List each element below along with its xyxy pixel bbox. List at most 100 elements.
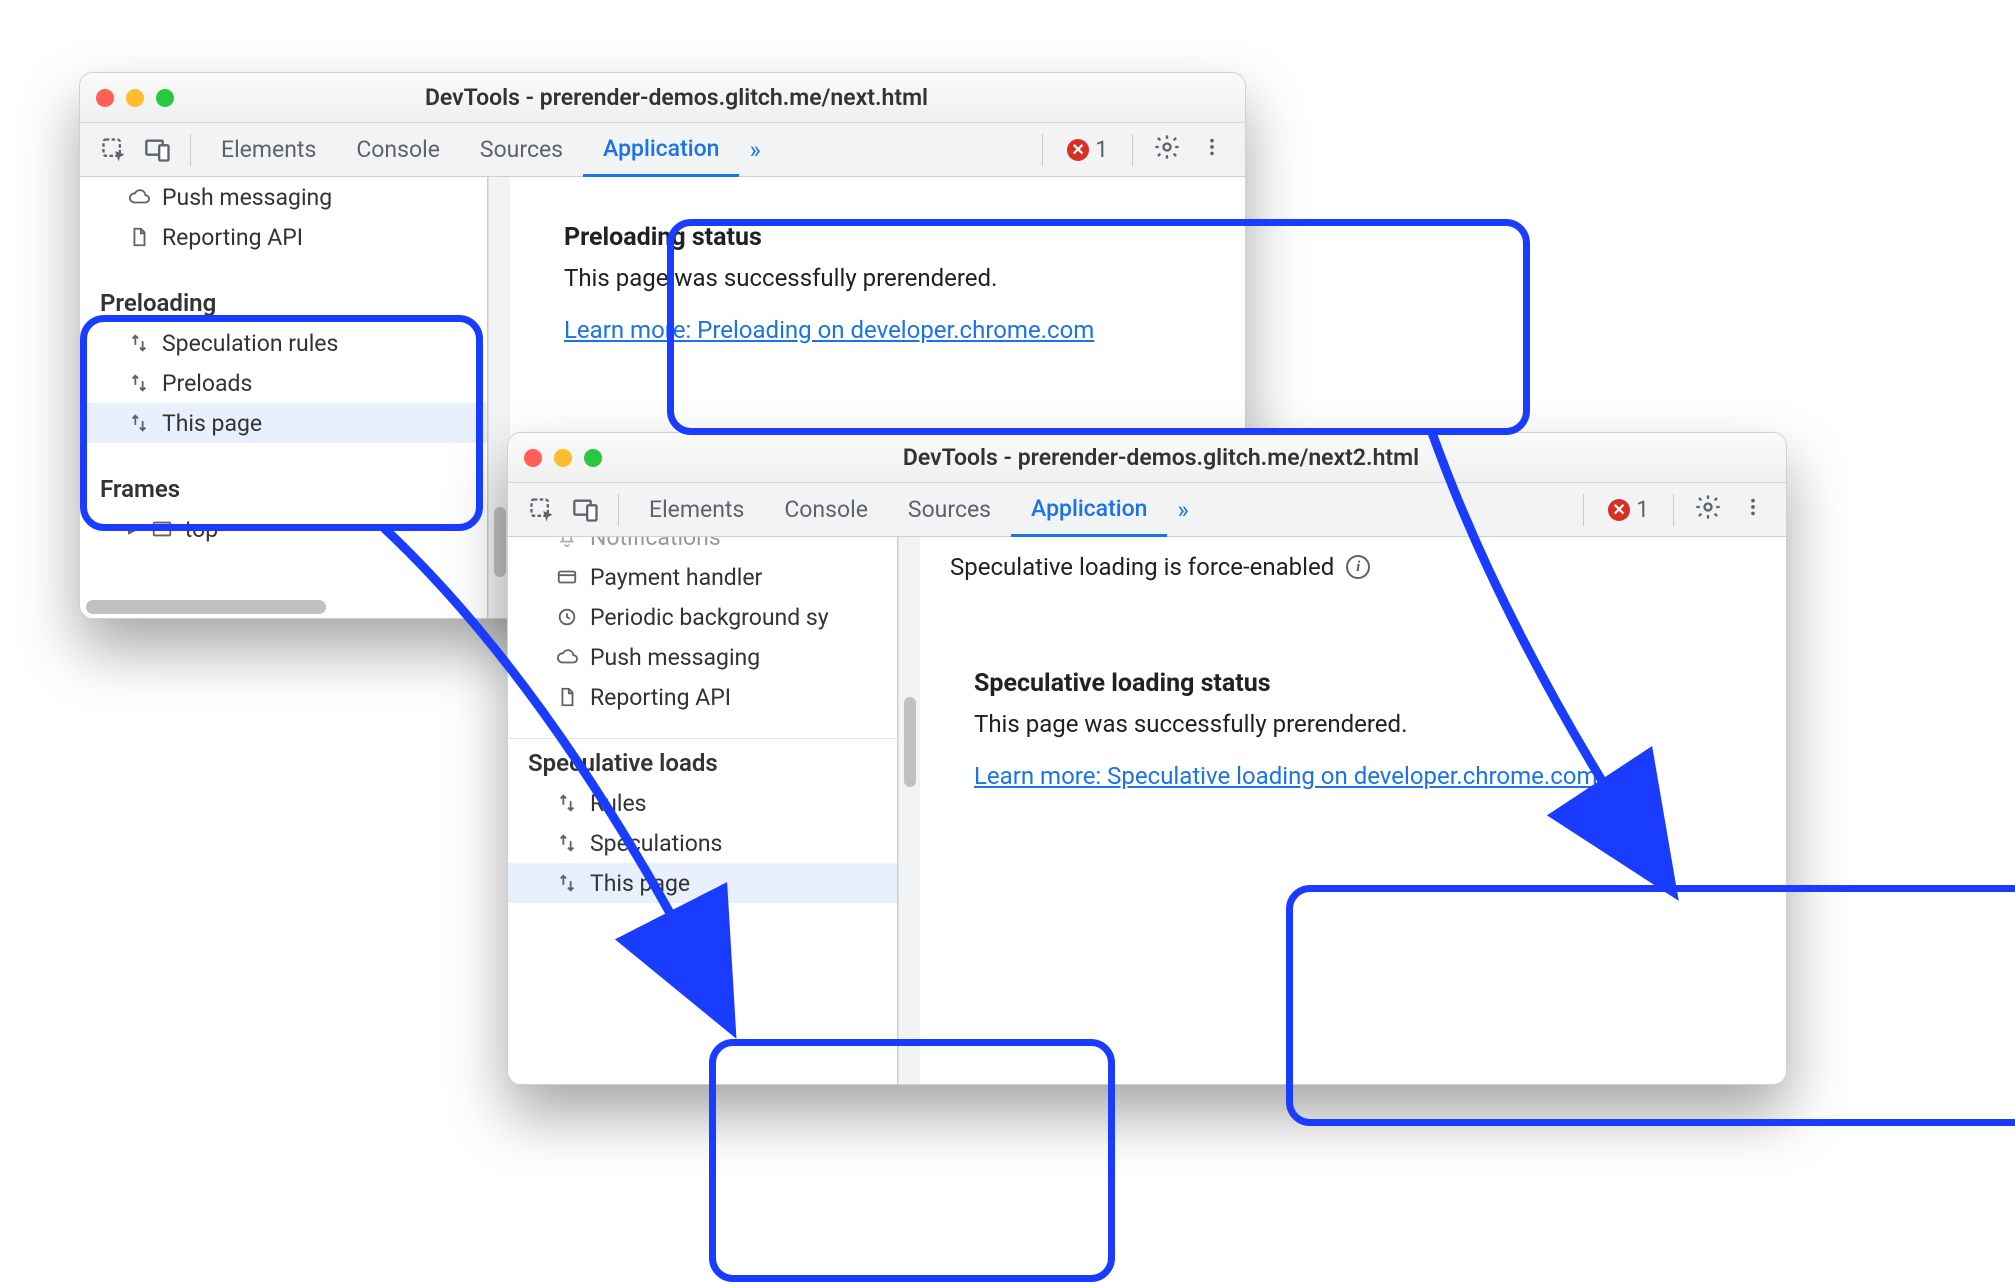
tab-sources[interactable]: Sources [460, 123, 583, 177]
error-icon: ✕ [1608, 499, 1630, 521]
devtools-window-2: DevTools - prerender-demos.glitch.me/nex… [507, 432, 1787, 1085]
vertical-scrollbar[interactable] [898, 537, 920, 1084]
sidebar-item-label: Push messaging [590, 644, 760, 671]
close-icon[interactable] [96, 89, 114, 107]
sidebar-item-speculations[interactable]: Speculations [508, 823, 897, 863]
kebab-icon[interactable] [1732, 496, 1774, 524]
tab-console[interactable]: Console [336, 123, 460, 177]
window-title: DevTools - prerender-demos.glitch.me/nex… [194, 84, 1229, 111]
content-pane: Speculative loading is force-enabled i S… [920, 537, 1786, 1084]
sidebar-item-speculation-rules[interactable]: Speculation rules [80, 323, 487, 363]
updown-icon [128, 372, 150, 394]
sidebar: Push messaging Reporting API Preloading … [80, 177, 488, 618]
learn-more-link[interactable]: Learn more: Speculative loading on devel… [974, 762, 1598, 790]
updown-icon [556, 872, 578, 894]
sidebar-item-label: Periodic background sy [590, 604, 829, 631]
sidebar-item-push[interactable]: Push messaging [508, 637, 897, 677]
gear-icon[interactable] [1684, 493, 1732, 527]
inspect-icon[interactable] [520, 492, 564, 528]
sidebar-item-notifications[interactable]: Notifications [508, 537, 897, 557]
divider [190, 134, 191, 166]
close-icon[interactable] [524, 449, 542, 467]
status-body: This page was successfully prerendered. [564, 264, 1191, 292]
sidebar-item-this-page[interactable]: This page [80, 403, 487, 443]
divider [1583, 494, 1584, 526]
preloading-status-panel: Preloading status This page was successf… [540, 205, 1215, 368]
devtools-toolbar: Elements Console Sources Application » ✕… [80, 123, 1245, 177]
sidebar-section-speculative: Speculative loads [508, 739, 897, 783]
sidebar-item-reporting[interactable]: Reporting API [508, 677, 897, 717]
tab-elements[interactable]: Elements [629, 483, 764, 537]
sidebar-item-preloads[interactable]: Preloads [80, 363, 487, 403]
document-icon [128, 226, 150, 248]
cloud-icon [556, 646, 578, 668]
divider [1673, 494, 1674, 526]
zoom-icon[interactable] [584, 449, 602, 467]
sidebar-item-this-page[interactable]: This page [508, 863, 897, 903]
info-icon[interactable]: i [1346, 555, 1370, 579]
divider [1132, 134, 1133, 166]
titlebar: DevTools - prerender-demos.glitch.me/nex… [508, 433, 1786, 483]
gear-icon[interactable] [1143, 133, 1191, 167]
error-badge[interactable]: ✕ 1 [1608, 496, 1649, 523]
tab-application[interactable]: Application [583, 123, 739, 177]
divider [618, 494, 619, 526]
document-icon [556, 686, 578, 708]
cloud-icon [128, 186, 150, 208]
window-title: DevTools - prerender-demos.glitch.me/nex… [622, 444, 1770, 471]
error-badge[interactable]: ✕ 1 [1067, 136, 1108, 163]
minimize-icon[interactable] [126, 89, 144, 107]
error-count: 1 [1636, 496, 1649, 523]
sidebar-item-top[interactable]: ▶ top [80, 509, 487, 549]
sidebar-item-push-messaging[interactable]: Push messaging [80, 177, 487, 217]
sidebar-section-preloading: Preloading [80, 279, 487, 323]
updown-icon [556, 792, 578, 814]
speculative-status-panel: Speculative loading status This page was… [950, 651, 1756, 814]
error-count: 1 [1095, 136, 1108, 163]
sidebar-item-label: This page [590, 870, 690, 897]
sidebar-item-label: Speculation rules [162, 330, 338, 357]
more-tabs-icon[interactable]: » [739, 136, 770, 164]
device-toggle-icon[interactable] [564, 492, 608, 528]
traffic-lights [524, 449, 602, 467]
sidebar-item-label: Notifications [590, 537, 721, 551]
horizontal-scrollbar[interactable] [86, 600, 481, 614]
kebab-icon[interactable] [1191, 136, 1233, 164]
zoom-icon[interactable] [156, 89, 174, 107]
status-heading: Speculative loading status [974, 669, 1732, 698]
more-tabs-icon[interactable]: » [1167, 496, 1198, 524]
sidebar-item-periodic[interactable]: Periodic background sy [508, 597, 897, 637]
sidebar-item-label: Push messaging [162, 184, 332, 211]
learn-more-link[interactable]: Learn more: Preloading on developer.chro… [564, 316, 1094, 344]
updown-icon [128, 332, 150, 354]
divider [1042, 134, 1043, 166]
sidebar-section-frames: Frames [80, 465, 487, 509]
sidebar-item-label: Speculations [590, 830, 722, 857]
tab-application[interactable]: Application [1011, 483, 1167, 537]
sidebar-item-label: Reporting API [162, 224, 303, 251]
triangle-icon: ▶ [128, 521, 139, 537]
sidebar-item-reporting-api[interactable]: Reporting API [80, 217, 487, 257]
error-icon: ✕ [1067, 139, 1089, 161]
tab-elements[interactable]: Elements [201, 123, 336, 177]
tab-console[interactable]: Console [764, 483, 888, 537]
tab-sources[interactable]: Sources [888, 483, 1011, 537]
device-toggle-icon[interactable] [136, 132, 180, 168]
sidebar-item-label: top [185, 516, 218, 543]
sidebar-item-label: Payment handler [590, 564, 762, 591]
sidebar-item-rules[interactable]: Rules [508, 783, 897, 823]
sidebar-item-label: This page [162, 410, 262, 437]
bell-icon [556, 537, 578, 548]
traffic-lights [96, 89, 174, 107]
minimize-icon[interactable] [554, 449, 572, 467]
updown-icon [556, 832, 578, 854]
status-body: This page was successfully prerendered. [974, 710, 1732, 738]
inspect-icon[interactable] [92, 132, 136, 168]
sidebar-item-payment[interactable]: Payment handler [508, 557, 897, 597]
window-icon [151, 518, 173, 540]
status-heading: Preloading status [564, 223, 1191, 252]
updown-icon [128, 412, 150, 434]
sidebar: Notifications Payment handler Periodic b… [508, 537, 898, 1084]
sidebar-item-label: Preloads [162, 370, 252, 397]
force-enabled-notice: Speculative loading is force-enabled i [920, 537, 1786, 591]
